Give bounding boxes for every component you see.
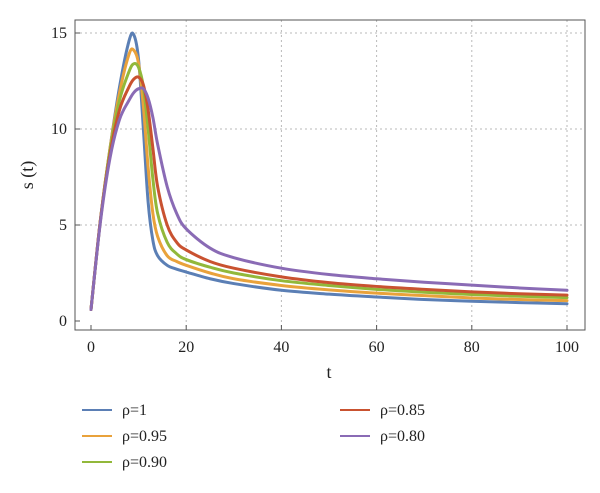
x-tick-label: 80 (464, 339, 480, 356)
x-axis-title: t (326, 362, 331, 382)
x-tick-label: 20 (178, 339, 194, 356)
series-line-5 (89, 86, 569, 311)
y-tick-label: 15 (51, 25, 67, 42)
series-line-2 (89, 47, 569, 311)
y-tick-label: 5 (59, 217, 67, 234)
x-tick-label: 40 (273, 339, 289, 356)
grid-lines (75, 20, 585, 330)
x-tick-label: 0 (87, 339, 95, 356)
y-tick-label: 0 (59, 313, 67, 330)
legend-label: ρ=0.85 (380, 402, 425, 419)
plot-frame (74, 19, 586, 331)
y-tick-label: 10 (51, 121, 67, 138)
series-line-3 (89, 62, 569, 311)
x-tick-label: 100 (555, 339, 579, 356)
legend-label: ρ=0.80 (380, 428, 425, 445)
legend: ρ=1 ρ=0.95 ρ=0.90 ρ=0.85 ρ=0.80 (82, 402, 425, 471)
series-line-4 (89, 75, 569, 311)
x-tick-label: 60 (369, 339, 385, 356)
series-line-1 (89, 31, 569, 311)
series-lines (89, 31, 569, 311)
legend-label: ρ=0.90 (122, 454, 167, 471)
tick-labels: 0 20 40 60 80 100 0 5 10 15 (51, 25, 579, 356)
legend-label: ρ=1 (122, 402, 147, 419)
y-axis-title: s (t) (17, 161, 38, 190)
legend-label: ρ=0.95 (122, 428, 167, 445)
